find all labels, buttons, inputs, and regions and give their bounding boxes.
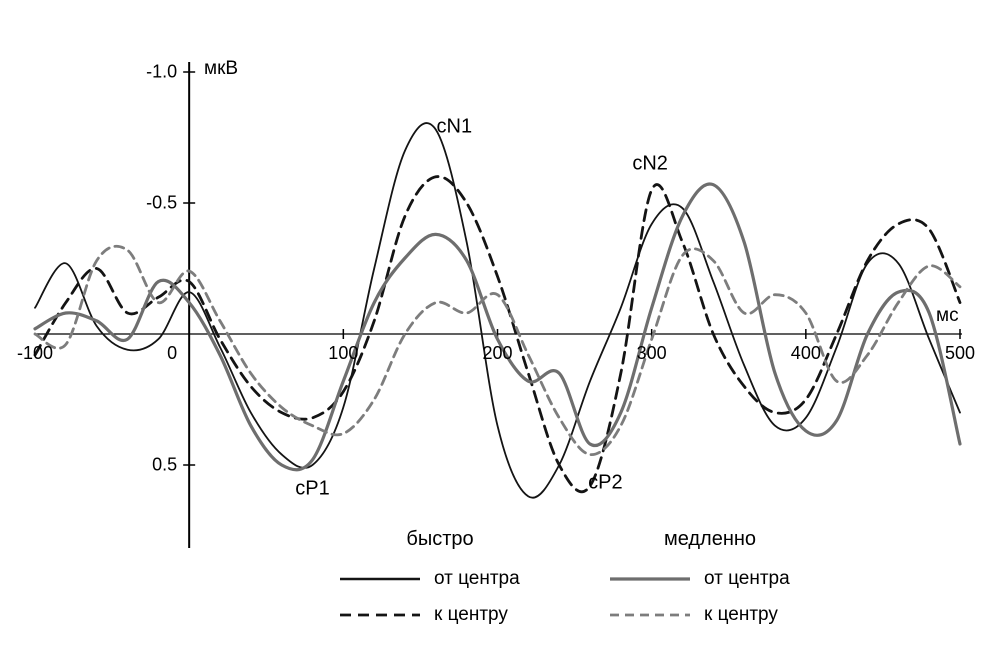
x-tick-label: 0 — [167, 343, 178, 363]
waveform-series-0 — [34, 122, 961, 499]
peak-label-cn1: cN1 — [436, 115, 473, 138]
dashed-black-line-sample — [340, 613, 420, 617]
y-axis-unit-label: мкВ — [204, 58, 239, 79]
y-tick-label: 0.5 — [152, 454, 178, 475]
x-tick-label: 300 — [636, 343, 667, 363]
x-tick-label: 400 — [790, 343, 821, 363]
legend-group-title: быстро — [406, 528, 474, 550]
y-tick-label: -0.5 — [146, 192, 178, 213]
waveform-series-3 — [33, 244, 962, 456]
waveform-series-2 — [33, 182, 962, 472]
legend-item: к центру — [340, 601, 540, 629]
legend-item-label: к центру — [434, 604, 508, 625]
legend-item-label: к центру — [704, 604, 778, 625]
peak-label-cp2: cP2 — [588, 471, 623, 494]
legend-item: к центру — [610, 601, 810, 629]
legend-group-slow: медленно от центра к центру — [610, 528, 810, 637]
legend-group-title: медленно — [663, 528, 757, 550]
legend-group-fast: быстро от центра к центру — [340, 528, 540, 637]
legend-item-label: от центра — [704, 568, 790, 589]
peak-label-cn2: cN2 — [632, 152, 668, 175]
solid-black-line-sample — [340, 577, 420, 581]
waveform-series-1 — [33, 175, 962, 494]
x-axis-unit-label: мс — [936, 305, 959, 326]
legend-item: от центра — [610, 565, 810, 593]
legend-item: от центра — [340, 565, 540, 593]
solid-gray-line-sample — [610, 577, 690, 581]
x-tick-label: -100 — [16, 343, 54, 363]
x-tick-label: 500 — [944, 343, 976, 363]
x-tick-label: 100 — [328, 343, 359, 363]
x-tick-label: 200 — [482, 343, 513, 363]
legend-item-label: от центра — [434, 568, 520, 589]
dashed-gray-line-sample — [610, 613, 690, 617]
y-tick-label: -1.0 — [146, 61, 178, 82]
peak-label-cp1: cP1 — [295, 477, 330, 500]
